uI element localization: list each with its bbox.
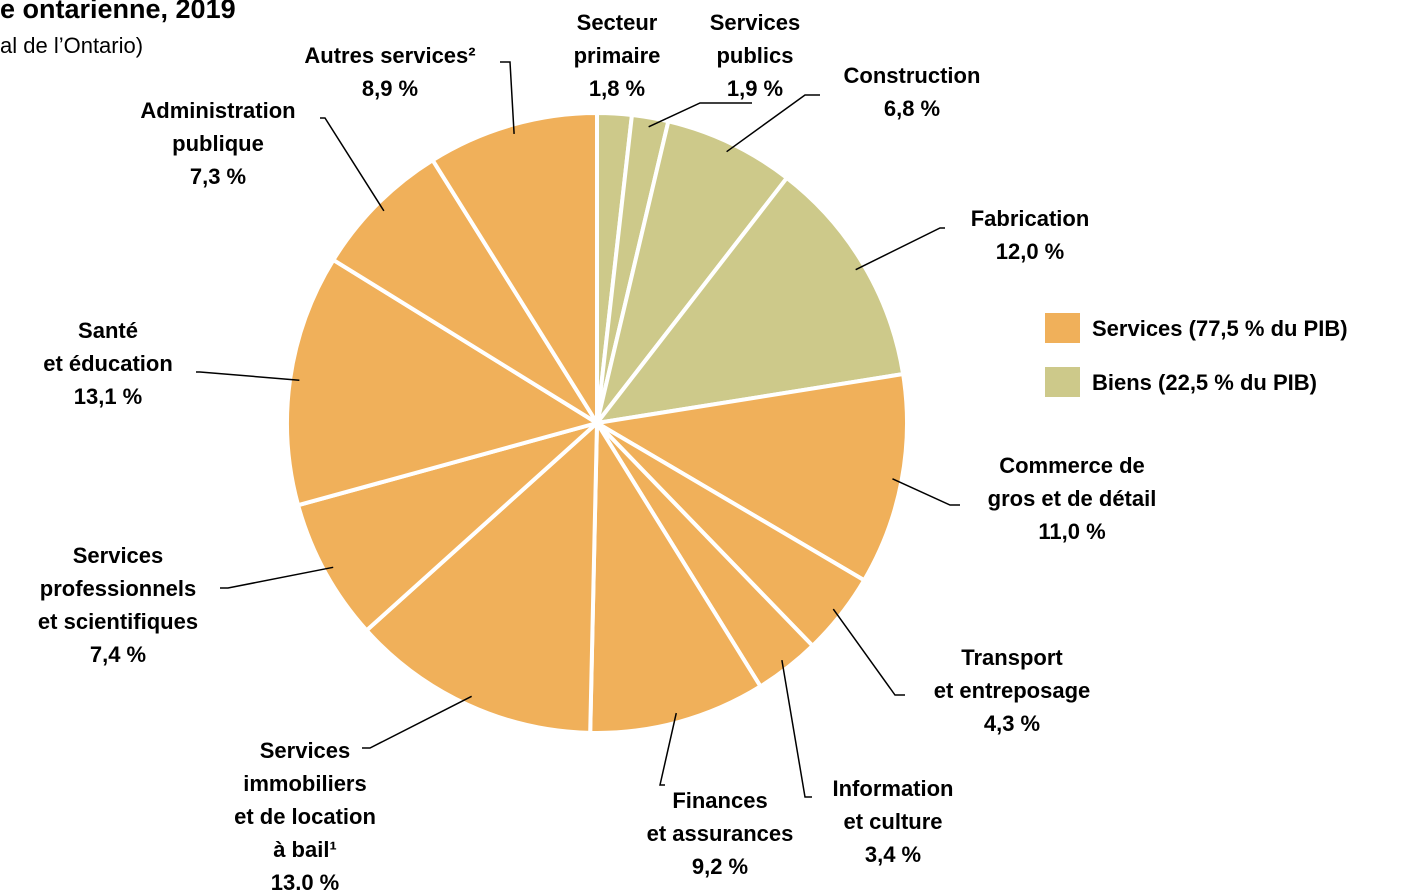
slice-label: publique	[172, 131, 264, 156]
slice-label: et entreposage	[934, 678, 1091, 703]
slice-label: Services	[73, 543, 164, 568]
slice-label: Santé	[78, 318, 138, 343]
slice-label: Finances	[672, 788, 767, 813]
leader-line	[196, 371, 300, 381]
slice-label: gros et de détail	[988, 486, 1157, 511]
slice-label: Information	[833, 776, 954, 801]
slice-label: et éducation	[43, 351, 173, 376]
leader-line	[781, 660, 812, 798]
value-label: 11,0 %	[1038, 519, 1105, 544]
leader-line	[320, 117, 385, 212]
slice-label: Services	[710, 10, 801, 35]
legend-swatch	[1045, 313, 1080, 343]
value-label: 12,0 %	[996, 239, 1065, 264]
leader-line	[855, 227, 945, 271]
legend-label: Biens (22,5 % du PIB)	[1092, 370, 1317, 395]
value-label: 9,2 %	[692, 854, 748, 879]
slice-label: publics	[716, 43, 793, 68]
legend-swatch	[1045, 367, 1080, 397]
pie-slice	[363, 418, 600, 735]
value-label: 4,3 %	[984, 711, 1040, 736]
leader-line	[726, 94, 820, 153]
leader-line	[500, 61, 515, 134]
slice-label: Secteur	[577, 10, 658, 35]
leader-line	[832, 608, 905, 696]
slice-label: à bail¹	[273, 837, 337, 862]
value-label: 7,3 %	[190, 164, 246, 189]
pie-slice	[591, 371, 909, 583]
pie-slice	[595, 118, 790, 425]
slice-label: et culture	[843, 809, 942, 834]
pie-slice	[295, 421, 599, 634]
legend-label: Services (77,5 % du PIB)	[1092, 316, 1348, 341]
slice-label: Transport	[961, 645, 1063, 670]
pie-slice	[330, 157, 599, 425]
leader-line	[648, 102, 752, 128]
value-label: 8,9 %	[362, 76, 418, 101]
pie-slice	[588, 416, 764, 735]
slice-label: Construction	[844, 63, 981, 88]
value-label: 7,4 %	[90, 642, 146, 667]
value-label: 13,0 %	[271, 870, 340, 890]
chart-title: e ontarienne, 2019	[0, 0, 236, 24]
slice-label: et scientifiques	[38, 609, 198, 634]
chart-subtitle: al de l’Ontario)	[0, 33, 143, 58]
leader-line	[892, 478, 960, 506]
value-label: 13,1 %	[74, 384, 143, 409]
pie-slice	[429, 110, 599, 430]
slice-label: immobiliers	[243, 771, 366, 796]
value-label: 1,9 %	[727, 76, 783, 101]
slice-label: et de location	[234, 804, 376, 829]
value-label: 3,4 %	[865, 842, 921, 867]
slice-label: primaire	[574, 43, 661, 68]
slice-label: Autres services²	[304, 43, 475, 68]
slice-label: Commerce de	[999, 453, 1145, 478]
leader-line	[362, 695, 472, 749]
slice-label: et assurances	[647, 821, 794, 846]
slice-label: professionnels	[40, 576, 196, 601]
leader-line	[220, 566, 334, 589]
slice-label: Fabrication	[971, 206, 1090, 231]
leader-line	[659, 712, 678, 786]
slice-label: Services	[260, 738, 351, 763]
slice-label: Administration	[140, 98, 295, 123]
value-label: 1,8 %	[589, 76, 645, 101]
value-label: 6,8 %	[884, 96, 940, 121]
